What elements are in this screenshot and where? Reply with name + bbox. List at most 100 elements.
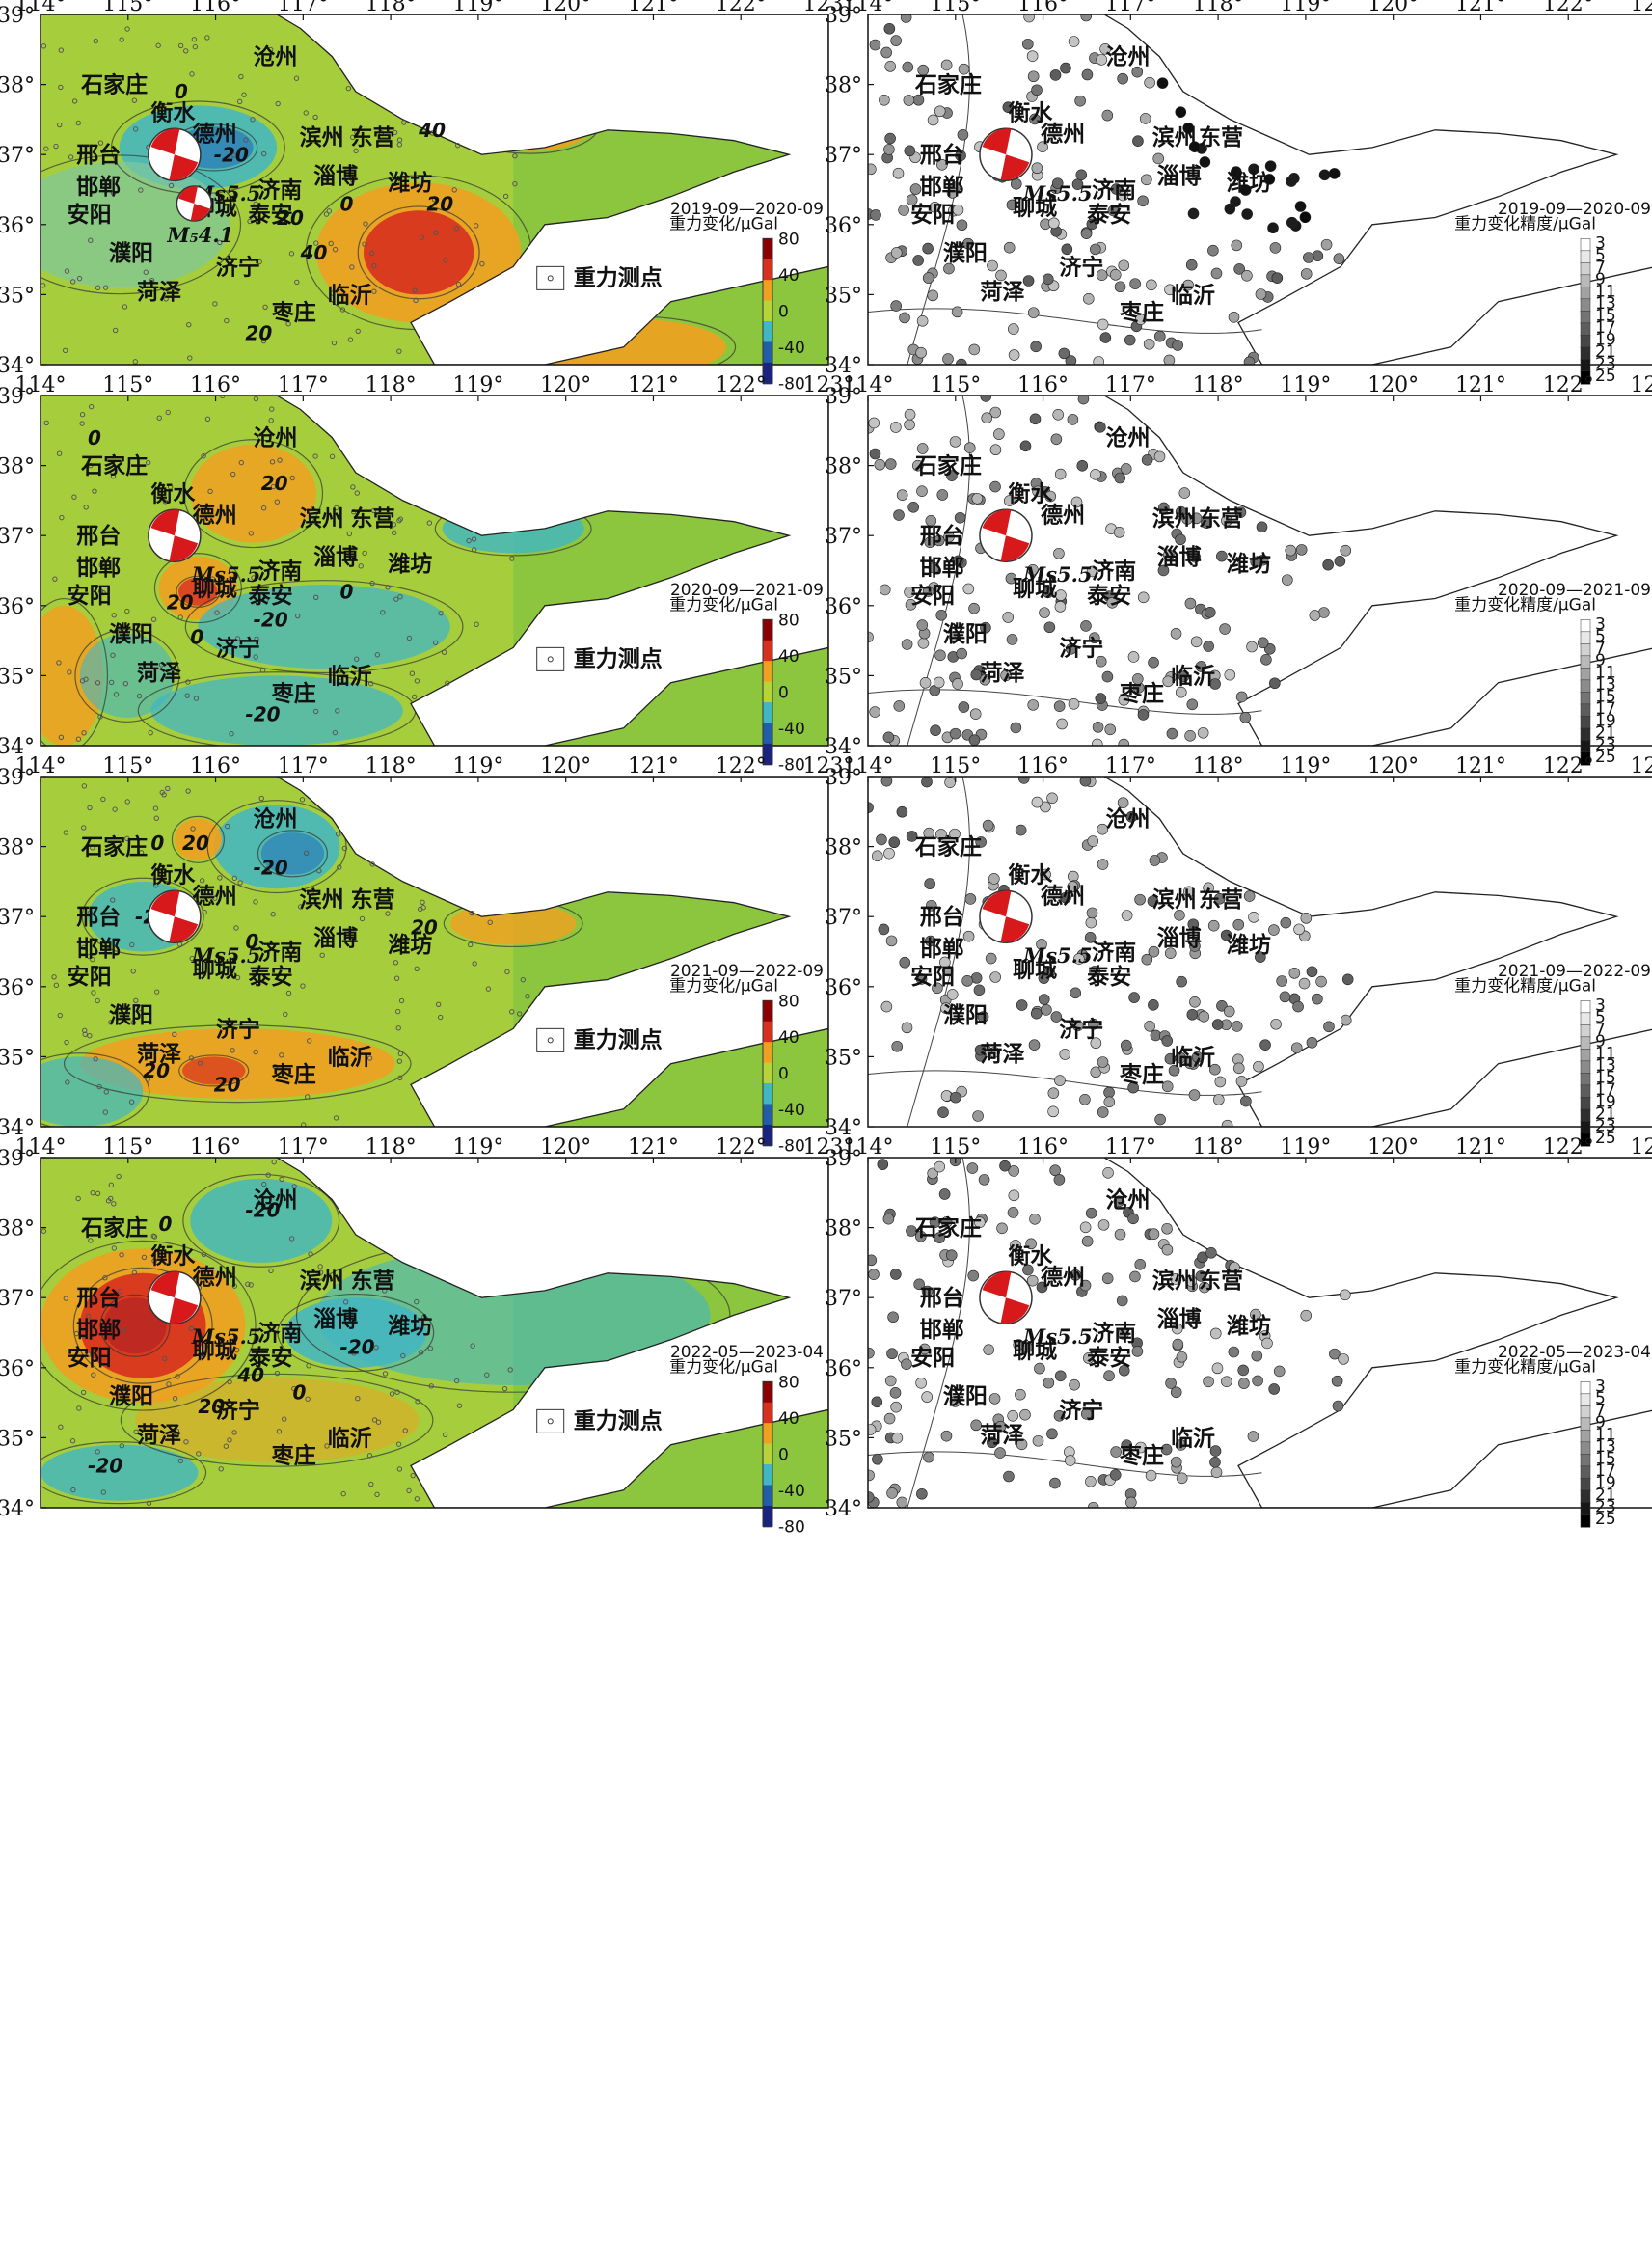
precision-station xyxy=(1086,218,1098,231)
precision-station xyxy=(1145,1469,1157,1482)
gravity-station xyxy=(247,218,253,225)
contour-line xyxy=(81,877,204,956)
lat-tick-label: 38° xyxy=(825,74,862,98)
precision-station xyxy=(1028,1039,1041,1051)
colorbar-label: 3 xyxy=(1595,1377,1606,1396)
precision-station xyxy=(1235,1076,1248,1087)
gravity-station xyxy=(367,680,374,687)
gravity-field xyxy=(41,777,828,1127)
gravity-station xyxy=(507,1367,513,1373)
precision-station xyxy=(936,489,949,501)
city-label: 沧州 xyxy=(253,425,297,451)
precision-station xyxy=(901,1022,913,1034)
precision-station xyxy=(980,396,992,402)
precision-station xyxy=(1127,1213,1139,1225)
colorbar-label: 5 xyxy=(1595,627,1606,646)
precision-station xyxy=(1199,1281,1210,1294)
gravity-station xyxy=(294,279,300,286)
precision-station xyxy=(1182,122,1195,134)
epicenter-beachball xyxy=(979,508,1033,562)
gravity-station xyxy=(257,259,262,265)
gravity-station xyxy=(92,488,97,494)
colorbar-band xyxy=(763,321,772,343)
precision-station xyxy=(913,1278,925,1291)
boundary-line xyxy=(907,14,970,365)
precision-station xyxy=(1082,293,1095,305)
precision-station xyxy=(1077,396,1090,405)
gravity-station xyxy=(339,307,346,313)
colorbar-band xyxy=(1580,1121,1591,1135)
city-label: 邯郸 xyxy=(920,175,964,200)
colorbar-band xyxy=(1580,716,1591,730)
colorbar-band xyxy=(763,723,772,745)
precision-station xyxy=(868,1347,875,1359)
gravity-station xyxy=(71,98,78,104)
colorbar-label: 13 xyxy=(1595,675,1616,695)
city-label: 濮阳 xyxy=(943,1384,988,1409)
precision-station xyxy=(946,470,958,481)
precision-station xyxy=(1141,454,1153,466)
city-label: 淄博 xyxy=(313,925,358,951)
gravity-station xyxy=(368,1481,374,1487)
precision-station xyxy=(1172,340,1183,351)
precision-station xyxy=(1240,1095,1252,1107)
colorbar-label: 25 xyxy=(1595,748,1616,767)
precision-station xyxy=(989,971,1001,983)
panel-frame xyxy=(867,14,1652,366)
precision-station xyxy=(1121,910,1133,921)
beachball-compression xyxy=(169,1297,199,1324)
gravity-station xyxy=(233,1347,240,1353)
precision-station xyxy=(1114,1228,1126,1241)
gravity-station xyxy=(268,1268,274,1274)
colorbar-band xyxy=(1580,631,1591,645)
precision-station xyxy=(1032,1434,1044,1447)
precision-station xyxy=(1298,977,1311,990)
precision-station xyxy=(877,1159,889,1170)
lon-tick-label: 115° xyxy=(930,1135,981,1160)
city-label: 枣庄 xyxy=(1119,300,1164,326)
gravity-station xyxy=(435,1001,442,1007)
precision-station xyxy=(1322,559,1334,571)
gravity-station xyxy=(190,826,196,832)
colorbar-band xyxy=(1580,370,1591,385)
gravity-station xyxy=(70,1487,76,1493)
lon-tick-label: 122° xyxy=(1543,0,1594,16)
gravity-station xyxy=(212,301,218,307)
contour-line xyxy=(171,815,225,863)
precision-station xyxy=(1148,945,1160,958)
colorbar-band xyxy=(763,1443,772,1466)
gravity-change-panel: 114° 115° 116° 117° 118° 119° 120° 121° 122° 123°… xyxy=(0,1135,854,1537)
gravity-station xyxy=(271,1159,277,1165)
gravity-station xyxy=(151,1258,157,1264)
gravity-station xyxy=(185,788,191,794)
colorbar-label: 15 xyxy=(1595,1068,1616,1087)
city-label: 潍坊 xyxy=(1227,932,1271,958)
precision-station xyxy=(1096,54,1108,66)
gravity-station xyxy=(255,216,260,222)
lon-tick-label: 121° xyxy=(628,0,679,16)
colorbar-band xyxy=(763,341,772,364)
gravity-station xyxy=(253,201,258,207)
colorbar-band xyxy=(1580,692,1591,706)
city-label: 潍坊 xyxy=(388,1313,432,1339)
gravity-station xyxy=(103,1089,109,1095)
gravity-station xyxy=(154,989,160,995)
precision-station xyxy=(1184,1057,1196,1070)
gravity-station xyxy=(316,868,322,874)
gravity-station xyxy=(234,974,241,981)
city-label: 济南 xyxy=(257,559,302,585)
contour-line xyxy=(277,1293,435,1373)
contour-label: -20 xyxy=(254,857,288,880)
gravity-station xyxy=(227,1437,232,1443)
colorbar-label: 9 xyxy=(1595,1413,1606,1433)
lon-tick-label: 116° xyxy=(190,754,241,778)
contour-line xyxy=(357,205,480,300)
precision-station xyxy=(1332,1400,1344,1412)
precision-station xyxy=(1216,999,1228,1012)
gravity-station xyxy=(329,453,336,460)
gravity-station xyxy=(419,1350,424,1355)
colorbar-band xyxy=(1580,1097,1591,1111)
gravity-station xyxy=(341,845,348,852)
city-label: 濮阳 xyxy=(109,1003,153,1028)
gravity-station xyxy=(354,490,360,496)
